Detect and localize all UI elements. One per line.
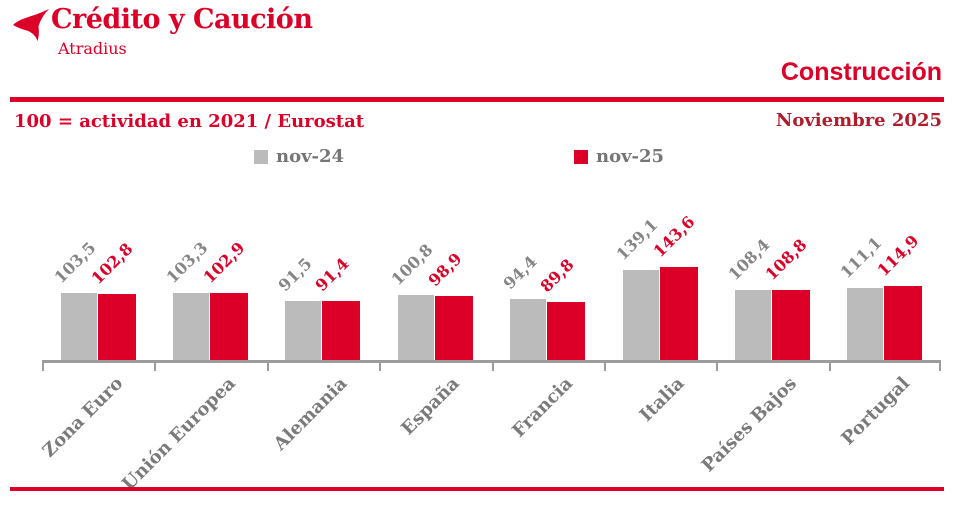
category-label-zona-euro: Zona Euro: [38, 373, 128, 462]
value-label-nov-24-francia: 94,4: [499, 251, 541, 293]
bar-chart: 103,5 102,8 Zona Euro 103,3 102,9 Unión Europ…: [38, 195, 941, 495]
brand-name: Crédito y Caución: [51, 4, 313, 35]
x-axis-tick: [154, 360, 157, 371]
bar-nov-25-pa-ses-bajos: [771, 289, 810, 360]
x-axis-tick: [603, 360, 606, 371]
legend-item-nov25: nov-25: [574, 146, 664, 167]
category-label-francia: Francia: [507, 373, 577, 442]
value-label-nov-25-uni-n-europea: 102,9: [199, 238, 249, 288]
bar-nov-25-uni-n-europea: [210, 293, 249, 360]
bar-nov-25-alemania: [322, 300, 361, 360]
bar-nov-25-zona-euro: [97, 293, 136, 360]
bottom-divider-line: [10, 487, 944, 491]
value-label-nov-24-uni-n-europea: 103,3: [162, 238, 212, 288]
value-label-nov-25-italia: 143,6: [649, 212, 698, 262]
report-date: Noviembre 2025: [775, 110, 942, 131]
bar-nov-24-portugal: [847, 288, 884, 360]
value-label-nov-25-portugal: 114,9: [873, 230, 923, 280]
value-label-nov-25-pa-ses-bajos: 108,8: [761, 234, 811, 284]
category-label-portugal: Portugal: [837, 373, 914, 450]
plot-area: 103,5 102,8 Zona Euro 103,3 102,9 Unión Europ…: [38, 195, 941, 495]
bar-nov-25-italia: [659, 267, 698, 360]
bar-nov-24-alemania: [285, 300, 322, 360]
legend-label: nov-24: [276, 146, 345, 167]
section-title: Construcción: [780, 58, 942, 86]
value-label-nov-25-alemania: 91,4: [312, 253, 353, 295]
category-label-uni-n-europea: Unión Europea: [117, 373, 240, 495]
bar-nov-25-portugal: [884, 285, 923, 360]
bar-nov-25-francia: [547, 301, 586, 360]
value-label-nov-24-alemania: 91,5: [275, 253, 316, 295]
value-label-nov-24-portugal: 111,1: [836, 233, 886, 283]
index-note: 100 = actividad en 2021 / Eurostat: [14, 111, 365, 132]
x-axis-tick: [42, 360, 44, 371]
legend-swatch: [254, 149, 268, 164]
category-label-alemania: Alemania: [270, 373, 352, 455]
legend-label: nov-25: [596, 146, 665, 167]
top-divider-line: [10, 97, 944, 102]
category-label-espa-a: España: [397, 373, 465, 440]
brand-subtitle: Atradius: [58, 39, 127, 58]
x-axis-tick: [716, 360, 719, 371]
category-label-italia: Italia: [636, 373, 689, 426]
bar-nov-24-zona-euro: [60, 293, 97, 360]
bar-nov-24-italia: [622, 270, 659, 360]
x-axis-tick: [266, 360, 269, 371]
bar-nov-24-pa-ses-bajos: [734, 289, 771, 360]
x-axis-tick: [379, 360, 382, 371]
x-axis-tick: [939, 360, 941, 371]
value-label-nov-24-pa-ses-bajos: 108,4: [724, 235, 774, 284]
legend-swatch: [574, 149, 588, 164]
value-label-nov-25-francia: 89,8: [536, 254, 578, 296]
x-axis-tick: [491, 360, 494, 371]
category-label-pa-ses-bajos: Países Bajos: [697, 373, 802, 477]
value-label-nov-24-italia: 139,1: [612, 215, 661, 265]
legend-item-nov24: nov-24: [254, 146, 344, 167]
bar-nov-25-espa-a: [434, 296, 473, 360]
bar-nov-24-uni-n-europea: [173, 293, 210, 360]
bar-nov-24-francia: [510, 298, 547, 360]
bar-nov-24-espa-a: [397, 294, 434, 360]
brand-bird-icon: [13, 8, 50, 42]
x-axis-tick: [828, 360, 831, 371]
